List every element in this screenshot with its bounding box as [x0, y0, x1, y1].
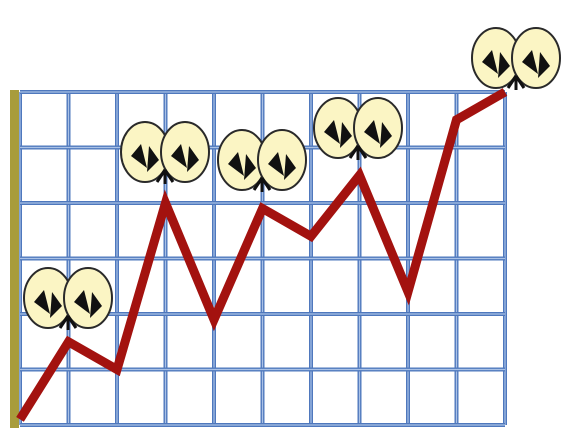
chart	[0, 0, 566, 428]
page: {"chart_data": {"type": "line", "categor…	[0, 0, 566, 428]
cotton-boll	[472, 28, 560, 90]
y-axis-bar	[10, 90, 19, 428]
